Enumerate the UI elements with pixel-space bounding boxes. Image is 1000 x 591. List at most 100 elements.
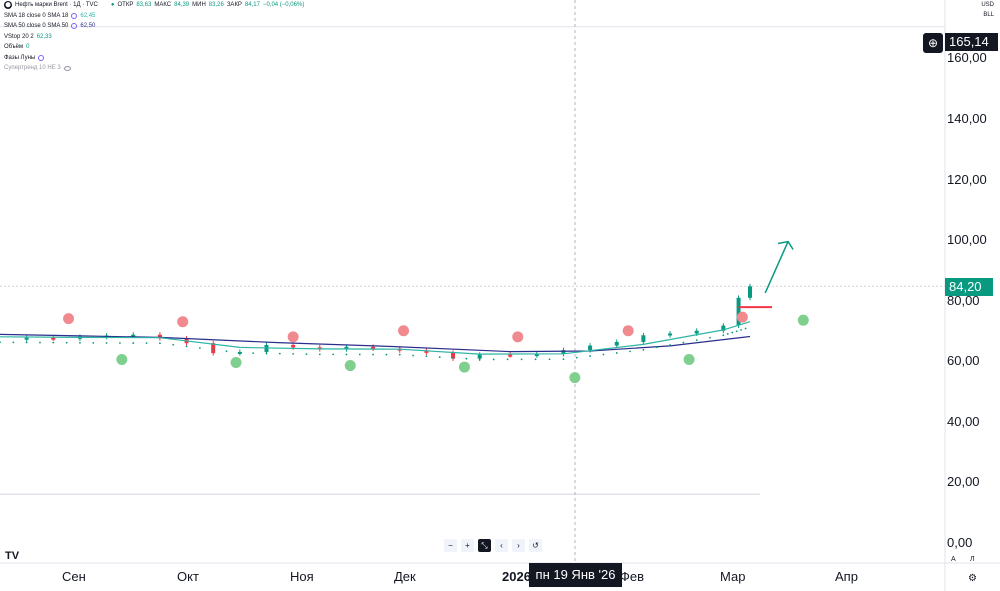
vstop-dot xyxy=(709,336,711,339)
vstop-dot xyxy=(145,342,148,345)
vstop-dot xyxy=(212,348,215,351)
price-tick: 40,00 xyxy=(947,414,980,429)
vstop-dot xyxy=(562,358,565,361)
candle-body xyxy=(24,337,29,340)
vstop-dot xyxy=(465,357,468,360)
indicator-label: Объём xyxy=(4,44,24,50)
time-tick-sep: Сен xyxy=(62,569,86,584)
close-label: ЗАКР xyxy=(226,2,242,8)
currency-label[interactable]: USD xyxy=(981,2,994,8)
crosshair-price-label: 165,14 xyxy=(945,33,998,51)
moon-full-marker xyxy=(63,313,75,325)
zoom-out-button[interactable]: − xyxy=(444,539,457,552)
vstop-dot xyxy=(669,344,671,346)
moon-new-marker xyxy=(116,354,128,365)
indicator-label: Фазы Луны xyxy=(4,54,36,61)
symbol-title[interactable]: Нефть марки Brent · 1Д · TVC xyxy=(15,2,98,8)
vstop-dot xyxy=(0,341,1,344)
indicator-vstop[interactable]: VStop 20 2 62,33 xyxy=(4,32,304,43)
legend-title-row[interactable]: ⬤ Нефть марки Brent · 1Д · TVC ● ОТКР 83… xyxy=(4,0,304,11)
vstop-dot xyxy=(265,352,268,355)
vstop-dot xyxy=(119,342,121,344)
indicator-label: Супертренд 10 НЕ 3 xyxy=(4,65,61,71)
candle-body xyxy=(477,354,482,359)
fit-screen-button[interactable]: ⤡ xyxy=(478,539,491,552)
indicator-label: SMA 18 close 0 SMA 18 xyxy=(4,12,69,19)
high-value: 84,39 xyxy=(174,2,190,8)
vstop-dot xyxy=(589,355,592,357)
candle-body xyxy=(211,343,216,354)
candle-body xyxy=(51,337,56,340)
log-scale-button[interactable]: Л xyxy=(970,556,975,563)
indicator-value: 62,50 xyxy=(80,23,96,29)
vstop-dot xyxy=(358,353,361,356)
vstop-dot xyxy=(575,356,578,359)
vstop-dot xyxy=(385,353,388,356)
price-tick: 20,00 xyxy=(947,474,980,489)
indicator-value: 0 xyxy=(26,44,30,50)
price-tick: 120,00 xyxy=(947,172,987,187)
indicator-moon-phases[interactable]: Фазы Луны xyxy=(4,53,304,64)
vstop-dot xyxy=(305,353,308,356)
candle-body xyxy=(588,345,593,351)
candle-body xyxy=(344,346,349,350)
moon-new-marker xyxy=(569,372,581,384)
chart-legend: ⬤ Нефть марки Brent · 1Д · TVC ● ОТКР 83… xyxy=(4,0,304,74)
zoom-in-button[interactable]: + xyxy=(461,539,474,552)
candle-body xyxy=(668,333,673,336)
price-tick: 0,00 xyxy=(947,535,973,550)
candle-body xyxy=(534,354,539,357)
vstop-dot xyxy=(225,350,228,353)
vstop-dot xyxy=(534,358,537,361)
time-tick-nov: Ноя xyxy=(290,569,314,584)
time-tick-oct: Окт xyxy=(177,569,199,584)
vstop-dot xyxy=(345,353,348,356)
indicator-value: 62,33 xyxy=(36,33,52,40)
eye-icon[interactable] xyxy=(63,65,71,71)
price-tick: 160,00 xyxy=(947,50,987,65)
vstop-dot xyxy=(79,341,81,344)
vstop-dot xyxy=(438,356,441,358)
unit-label[interactable]: BLL xyxy=(983,12,994,18)
vstop-dot xyxy=(372,353,374,356)
vstop-dot xyxy=(731,331,734,334)
candle-body xyxy=(736,297,741,326)
price-tick: 60,00 xyxy=(947,353,980,368)
indicator-supertrend[interactable]: Супертренд 10 НЕ 3 xyxy=(4,63,304,74)
indicator-settings-icon[interactable] xyxy=(38,54,45,61)
vstop-dot xyxy=(452,356,454,359)
indicator-volume[interactable]: Объём 0 xyxy=(4,42,304,53)
vstop-dot xyxy=(425,355,428,358)
close-value: 84,17 xyxy=(244,2,260,8)
candle-body xyxy=(721,325,726,331)
tradingview-logo[interactable]: TV xyxy=(5,550,20,562)
candle-body xyxy=(157,334,162,339)
settings-gear-icon[interactable]: ⚙ xyxy=(968,573,977,584)
reset-chart-button[interactable]: ↺ xyxy=(529,539,542,552)
indicator-sma50[interactable]: SMA 50 close 0 SMA 50 62,50 xyxy=(4,21,304,32)
vstop-dot xyxy=(105,342,108,344)
candle-body xyxy=(614,341,619,346)
vstop-dot xyxy=(629,350,631,353)
auto-scale-button[interactable]: A xyxy=(951,556,956,563)
add-plus-button[interactable]: ⊕ xyxy=(923,33,943,53)
vstop-dot xyxy=(642,348,645,351)
open-value: 83,63 xyxy=(136,2,152,8)
vstop-dot xyxy=(92,342,95,344)
vstop-dot xyxy=(25,341,28,344)
vstop-dot xyxy=(39,341,41,344)
change-value: −0,04 (−0,06%) xyxy=(262,2,305,8)
vstop-dot xyxy=(506,358,509,361)
sma50-line xyxy=(0,333,751,353)
vstop-dot xyxy=(292,352,295,355)
sma-settings-icon[interactable] xyxy=(71,23,78,30)
scroll-left-button[interactable]: ‹ xyxy=(495,539,508,552)
open-label: ОТКР xyxy=(117,2,134,8)
indicator-label: SMA 50 close 0 SMA 50 xyxy=(4,23,69,29)
sma-settings-icon[interactable] xyxy=(71,12,78,19)
scroll-right-button[interactable]: › xyxy=(512,539,525,552)
candle-body xyxy=(291,344,296,348)
indicator-sma18[interactable]: SMA 18 close 0 SMA 18 62,45 xyxy=(4,11,304,22)
vstop-dot xyxy=(398,353,401,356)
